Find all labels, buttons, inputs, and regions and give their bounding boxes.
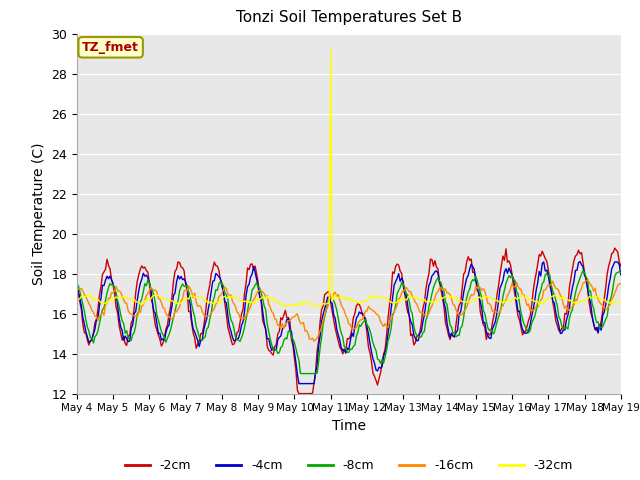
-16cm	[552, 286, 559, 291]
-16cm	[617, 281, 625, 287]
-2cm	[73, 279, 81, 285]
-8cm	[298, 371, 306, 376]
Line: -8cm: -8cm	[77, 270, 621, 373]
-32cm	[617, 299, 625, 304]
-32cm	[174, 300, 182, 306]
-2cm	[415, 333, 422, 338]
-4cm	[73, 277, 81, 283]
-32cm	[73, 296, 81, 302]
-32cm	[554, 294, 561, 300]
-4cm	[174, 273, 182, 278]
-2cm	[403, 301, 410, 307]
-2cm	[88, 337, 96, 343]
-16cm	[73, 285, 81, 291]
-4cm	[617, 272, 625, 278]
-8cm	[415, 334, 422, 339]
-16cm	[310, 338, 318, 344]
-2cm	[384, 315, 392, 321]
-8cm	[73, 284, 81, 290]
-32cm	[386, 299, 394, 304]
Text: TZ_fmet: TZ_fmet	[82, 41, 139, 54]
Legend: -2cm, -4cm, -8cm, -16cm, -32cm: -2cm, -4cm, -8cm, -16cm, -32cm	[120, 455, 578, 477]
Line: -16cm: -16cm	[77, 280, 621, 341]
-8cm	[174, 298, 182, 304]
-32cm	[88, 295, 96, 300]
-8cm	[617, 269, 625, 275]
-2cm	[611, 245, 619, 251]
-4cm	[88, 336, 96, 342]
Title: Tonzi Soil Temperatures Set B: Tonzi Soil Temperatures Set B	[236, 11, 462, 25]
-32cm	[327, 47, 335, 52]
-2cm	[295, 391, 303, 396]
-32cm	[316, 304, 324, 310]
-4cm	[415, 337, 422, 343]
-2cm	[174, 259, 182, 265]
-4cm	[576, 259, 584, 264]
X-axis label: Time: Time	[332, 419, 366, 433]
-32cm	[416, 296, 424, 302]
-4cm	[552, 310, 559, 316]
-4cm	[295, 381, 303, 386]
Line: -32cm: -32cm	[77, 49, 621, 307]
-16cm	[584, 277, 591, 283]
-8cm	[403, 291, 410, 297]
-8cm	[384, 338, 392, 344]
-16cm	[88, 308, 96, 313]
-8cm	[579, 267, 587, 273]
Y-axis label: Soil Temperature (C): Soil Temperature (C)	[31, 143, 45, 285]
-8cm	[88, 335, 96, 341]
-16cm	[403, 284, 410, 290]
Line: -2cm: -2cm	[77, 248, 621, 394]
-16cm	[174, 306, 182, 312]
-16cm	[415, 305, 422, 311]
-32cm	[404, 295, 412, 301]
-16cm	[384, 324, 392, 330]
-2cm	[552, 318, 559, 324]
-2cm	[617, 263, 625, 269]
Line: -4cm: -4cm	[77, 262, 621, 384]
-8cm	[552, 297, 559, 303]
-4cm	[384, 330, 392, 336]
-4cm	[403, 292, 410, 298]
